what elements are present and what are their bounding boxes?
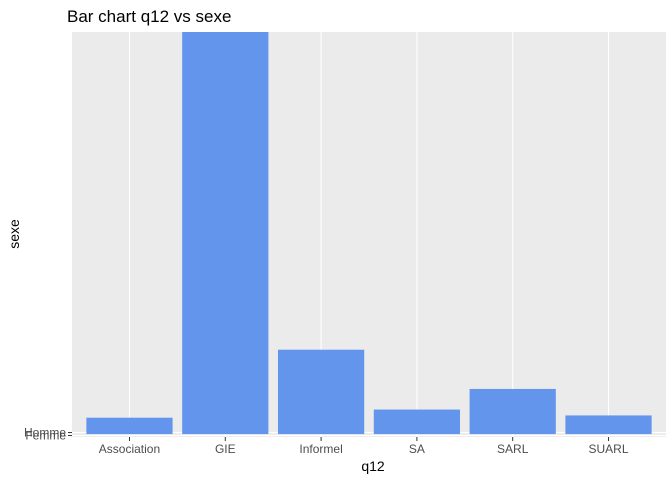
x-axis-title: q12: [361, 458, 385, 474]
bars: [86, 32, 652, 435]
bar: [565, 415, 652, 435]
y-tick-label: Femme: [25, 429, 66, 443]
bar: [469, 388, 556, 435]
bar: [373, 409, 461, 435]
bar: [86, 417, 173, 435]
x-axis-ticks: Association GIE Informel SA SARL SUARL: [99, 437, 629, 456]
bar: [182, 32, 269, 435]
y-axis-title: sexe: [6, 219, 22, 249]
x-tick-label: Association: [99, 442, 160, 456]
x-tick-label: Informel: [299, 442, 342, 456]
x-tick-label: SARL: [497, 442, 529, 456]
y-tick-label: Homme: [24, 426, 66, 440]
plot-panel: [72, 32, 666, 437]
chart-title: Bar chart q12 vs sexe: [67, 7, 231, 26]
x-tick-label: GIE: [215, 442, 236, 456]
x-tick-label: SA: [409, 442, 425, 456]
bar: [277, 349, 365, 435]
x-tick-label: SUARL: [589, 442, 629, 456]
